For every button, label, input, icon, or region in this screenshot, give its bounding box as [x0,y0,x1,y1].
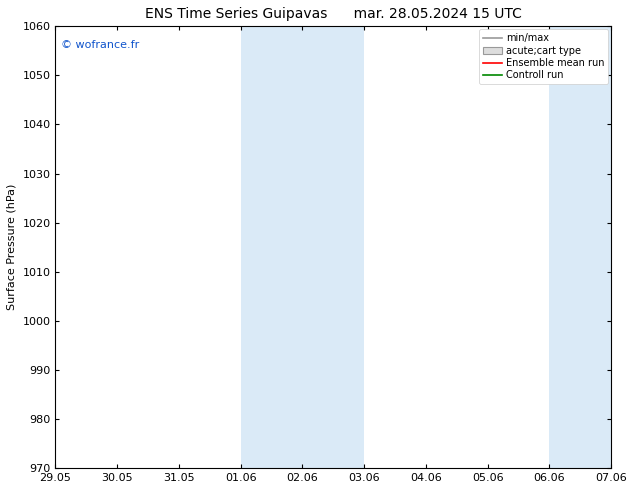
Bar [241,26,364,468]
Legend: min/max, acute;cart type, Ensemble mean run, Controll run: min/max, acute;cart type, Ensemble mean … [479,29,608,84]
Text: © wofrance.fr: © wofrance.fr [61,40,139,49]
Title: ENS Time Series Guipavas      mar. 28.05.2024 15 UTC: ENS Time Series Guipavas mar. 28.05.2024… [145,7,522,21]
Y-axis label: Surface Pressure (hPa): Surface Pressure (hPa) [7,184,17,311]
Bar [550,26,611,468]
